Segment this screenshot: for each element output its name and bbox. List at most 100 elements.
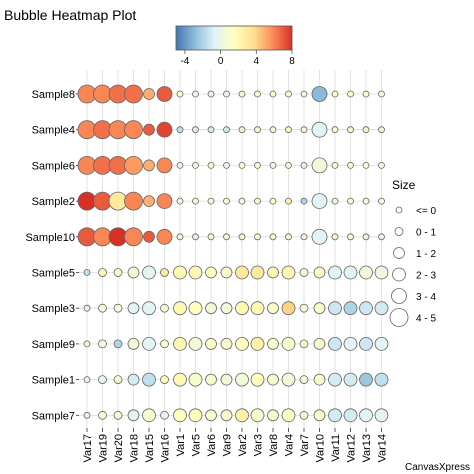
bubble: [207, 90, 215, 98]
bubble: [362, 197, 370, 205]
bubble: [347, 90, 354, 98]
bubble: [328, 336, 342, 351]
bubble: [299, 410, 309, 420]
bubble: [250, 372, 265, 387]
bubble: [156, 193, 173, 210]
bubble: [359, 372, 373, 387]
bubble: [207, 161, 215, 169]
bubble: [173, 265, 187, 280]
bubble: [235, 372, 249, 387]
color-bar-tick-label: -4: [180, 56, 189, 67]
bubble: [359, 265, 373, 280]
bubble: [313, 266, 326, 279]
bubble: [374, 336, 389, 351]
color-bar-tick-label: 4: [254, 56, 260, 67]
bubble: [98, 303, 107, 313]
bubble: [223, 90, 230, 98]
size-legend-circle: [389, 308, 409, 327]
bubble: [331, 126, 339, 134]
bubble: [362, 126, 370, 134]
bubble: [188, 265, 203, 280]
bubble: [205, 409, 217, 422]
bubble: [127, 409, 140, 422]
bubble: [281, 301, 296, 316]
bubble: [124, 191, 143, 211]
bubble: [269, 126, 277, 134]
size-legend-label: 2 - 3: [416, 271, 436, 282]
bubble: [238, 90, 246, 98]
bubble: [220, 337, 233, 350]
bubble: [223, 197, 230, 205]
bubble: [299, 268, 309, 277]
column-label: Var15: [144, 434, 156, 463]
bubble: [98, 339, 107, 349]
bubble: [113, 375, 123, 385]
bubble: [113, 339, 123, 349]
bubble: [223, 161, 230, 169]
bubble: [205, 337, 217, 350]
bubble: [285, 90, 292, 98]
bubble: [207, 197, 215, 205]
bubble: [311, 86, 328, 102]
bubble: [250, 265, 265, 280]
bubble: [192, 233, 199, 241]
bubble: [300, 197, 308, 205]
bubble: [124, 120, 143, 140]
color-legend: -4 0 4 8: [175, 25, 295, 67]
bubble: [328, 265, 342, 280]
row-label: Sample6: [32, 160, 75, 172]
column-label: Var14: [377, 434, 389, 463]
bubble: [331, 197, 339, 205]
bubble: [300, 90, 308, 98]
row-label: Sample10: [25, 232, 75, 244]
bubble: [176, 233, 184, 241]
bubble: [238, 197, 246, 205]
bubble: [176, 197, 184, 205]
bubble: [176, 90, 184, 98]
row-label: Sample3: [32, 303, 75, 315]
size-legend-circle: [392, 267, 406, 282]
column-label: Var1: [175, 434, 187, 456]
bubble: [299, 339, 309, 349]
size-legend-label: 1 - 2: [416, 249, 436, 260]
bubble: [347, 233, 354, 241]
bubble: [362, 233, 370, 241]
bubble: [238, 126, 246, 134]
bubble: [238, 233, 246, 241]
bubble: [254, 197, 261, 205]
bubble: [347, 197, 354, 205]
bubble: [267, 266, 279, 279]
color-bar-tick-label: 0: [218, 56, 224, 67]
bubble: [83, 304, 91, 312]
bubble: [188, 408, 203, 423]
bubble: [359, 336, 373, 351]
bubble: [359, 408, 373, 423]
row-label: Sample9: [32, 339, 75, 351]
bubble: [173, 372, 187, 387]
bubble: [207, 126, 215, 134]
bubble: [192, 90, 199, 98]
bubble: [328, 372, 342, 387]
bubble: [160, 375, 169, 385]
bubble: [98, 268, 107, 277]
bubble: [143, 123, 155, 136]
bubble: [143, 195, 155, 208]
bubble: [374, 301, 389, 316]
column-label: Var19: [98, 434, 110, 463]
bubble: [83, 411, 91, 419]
bubble: [311, 121, 328, 138]
bubble: [328, 408, 342, 423]
bubble: [127, 373, 140, 386]
row-label: Sample8: [32, 89, 75, 101]
bubble: [124, 84, 143, 104]
column-label: Var8: [268, 434, 280, 456]
bubble: [173, 336, 187, 351]
bubble: [281, 265, 296, 280]
bubble: [300, 233, 308, 241]
row-label: Sample5: [32, 268, 75, 280]
bubble: [98, 375, 107, 385]
bubble: [343, 265, 358, 280]
bubble: [156, 228, 173, 245]
size-legend-label: 0 - 1: [416, 228, 436, 239]
